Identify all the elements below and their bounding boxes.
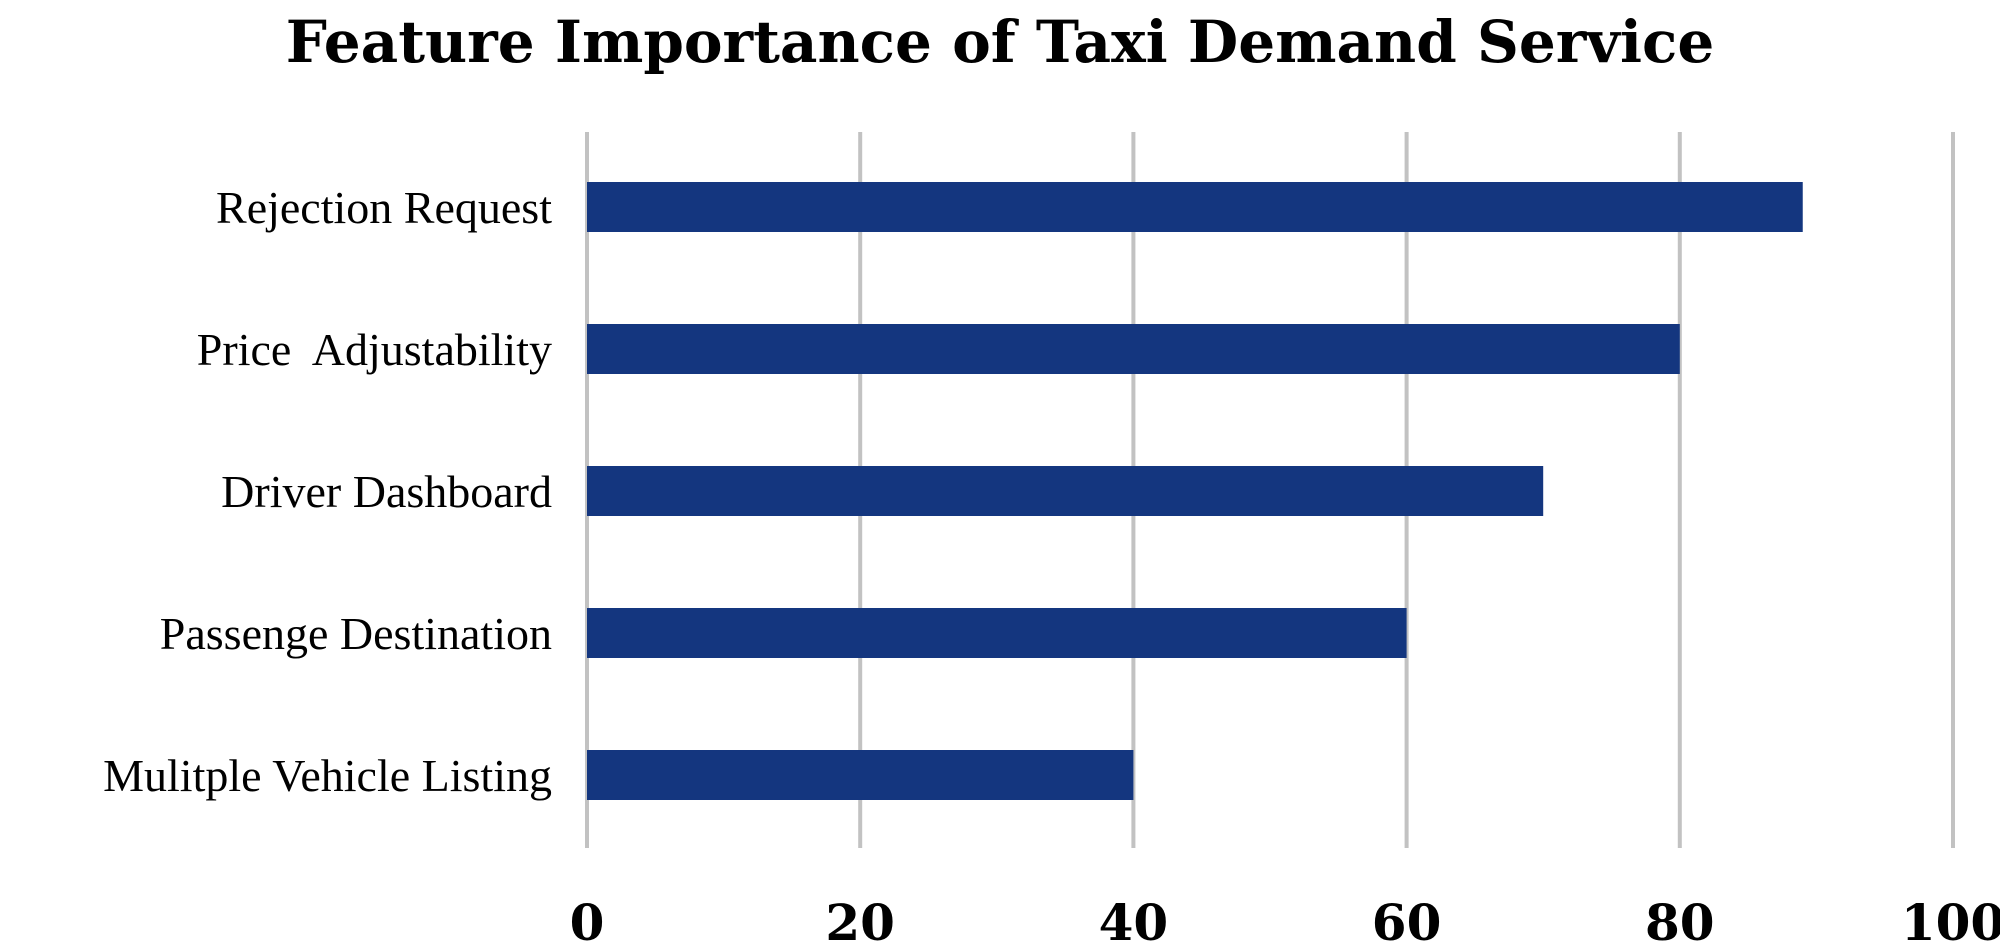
category-label-2: Driver Dashboard bbox=[221, 466, 552, 517]
chart-title: Feature Importance of Taxi Demand Servic… bbox=[286, 8, 1715, 76]
category-label-4: Mulitple Vehicle Listing bbox=[103, 750, 552, 801]
x-tick-label-0: 0 bbox=[570, 893, 605, 948]
x-tick-label-100: 100 bbox=[1901, 893, 2000, 948]
bar-4 bbox=[587, 750, 1134, 800]
category-label-0: Rejection Request bbox=[216, 182, 552, 233]
bar-1 bbox=[587, 324, 1680, 374]
x-tick-label-20: 20 bbox=[825, 893, 895, 948]
category-labels: Rejection Request Price Adjustability Driv… bbox=[103, 182, 552, 801]
bar-3 bbox=[587, 608, 1407, 658]
bar-2 bbox=[587, 466, 1544, 516]
x-tick-label-80: 80 bbox=[1645, 893, 1715, 948]
category-label-3: Passenge Destination bbox=[160, 608, 552, 659]
x-tick-label-40: 40 bbox=[1099, 893, 1169, 948]
x-tick-label-60: 60 bbox=[1372, 893, 1442, 948]
category-label-1: Price Adjustability bbox=[197, 324, 552, 375]
bar-0 bbox=[587, 182, 1803, 232]
x-axis-tick-labels: 0 20 40 60 80 100 bbox=[570, 893, 2000, 948]
bars bbox=[587, 182, 1803, 800]
